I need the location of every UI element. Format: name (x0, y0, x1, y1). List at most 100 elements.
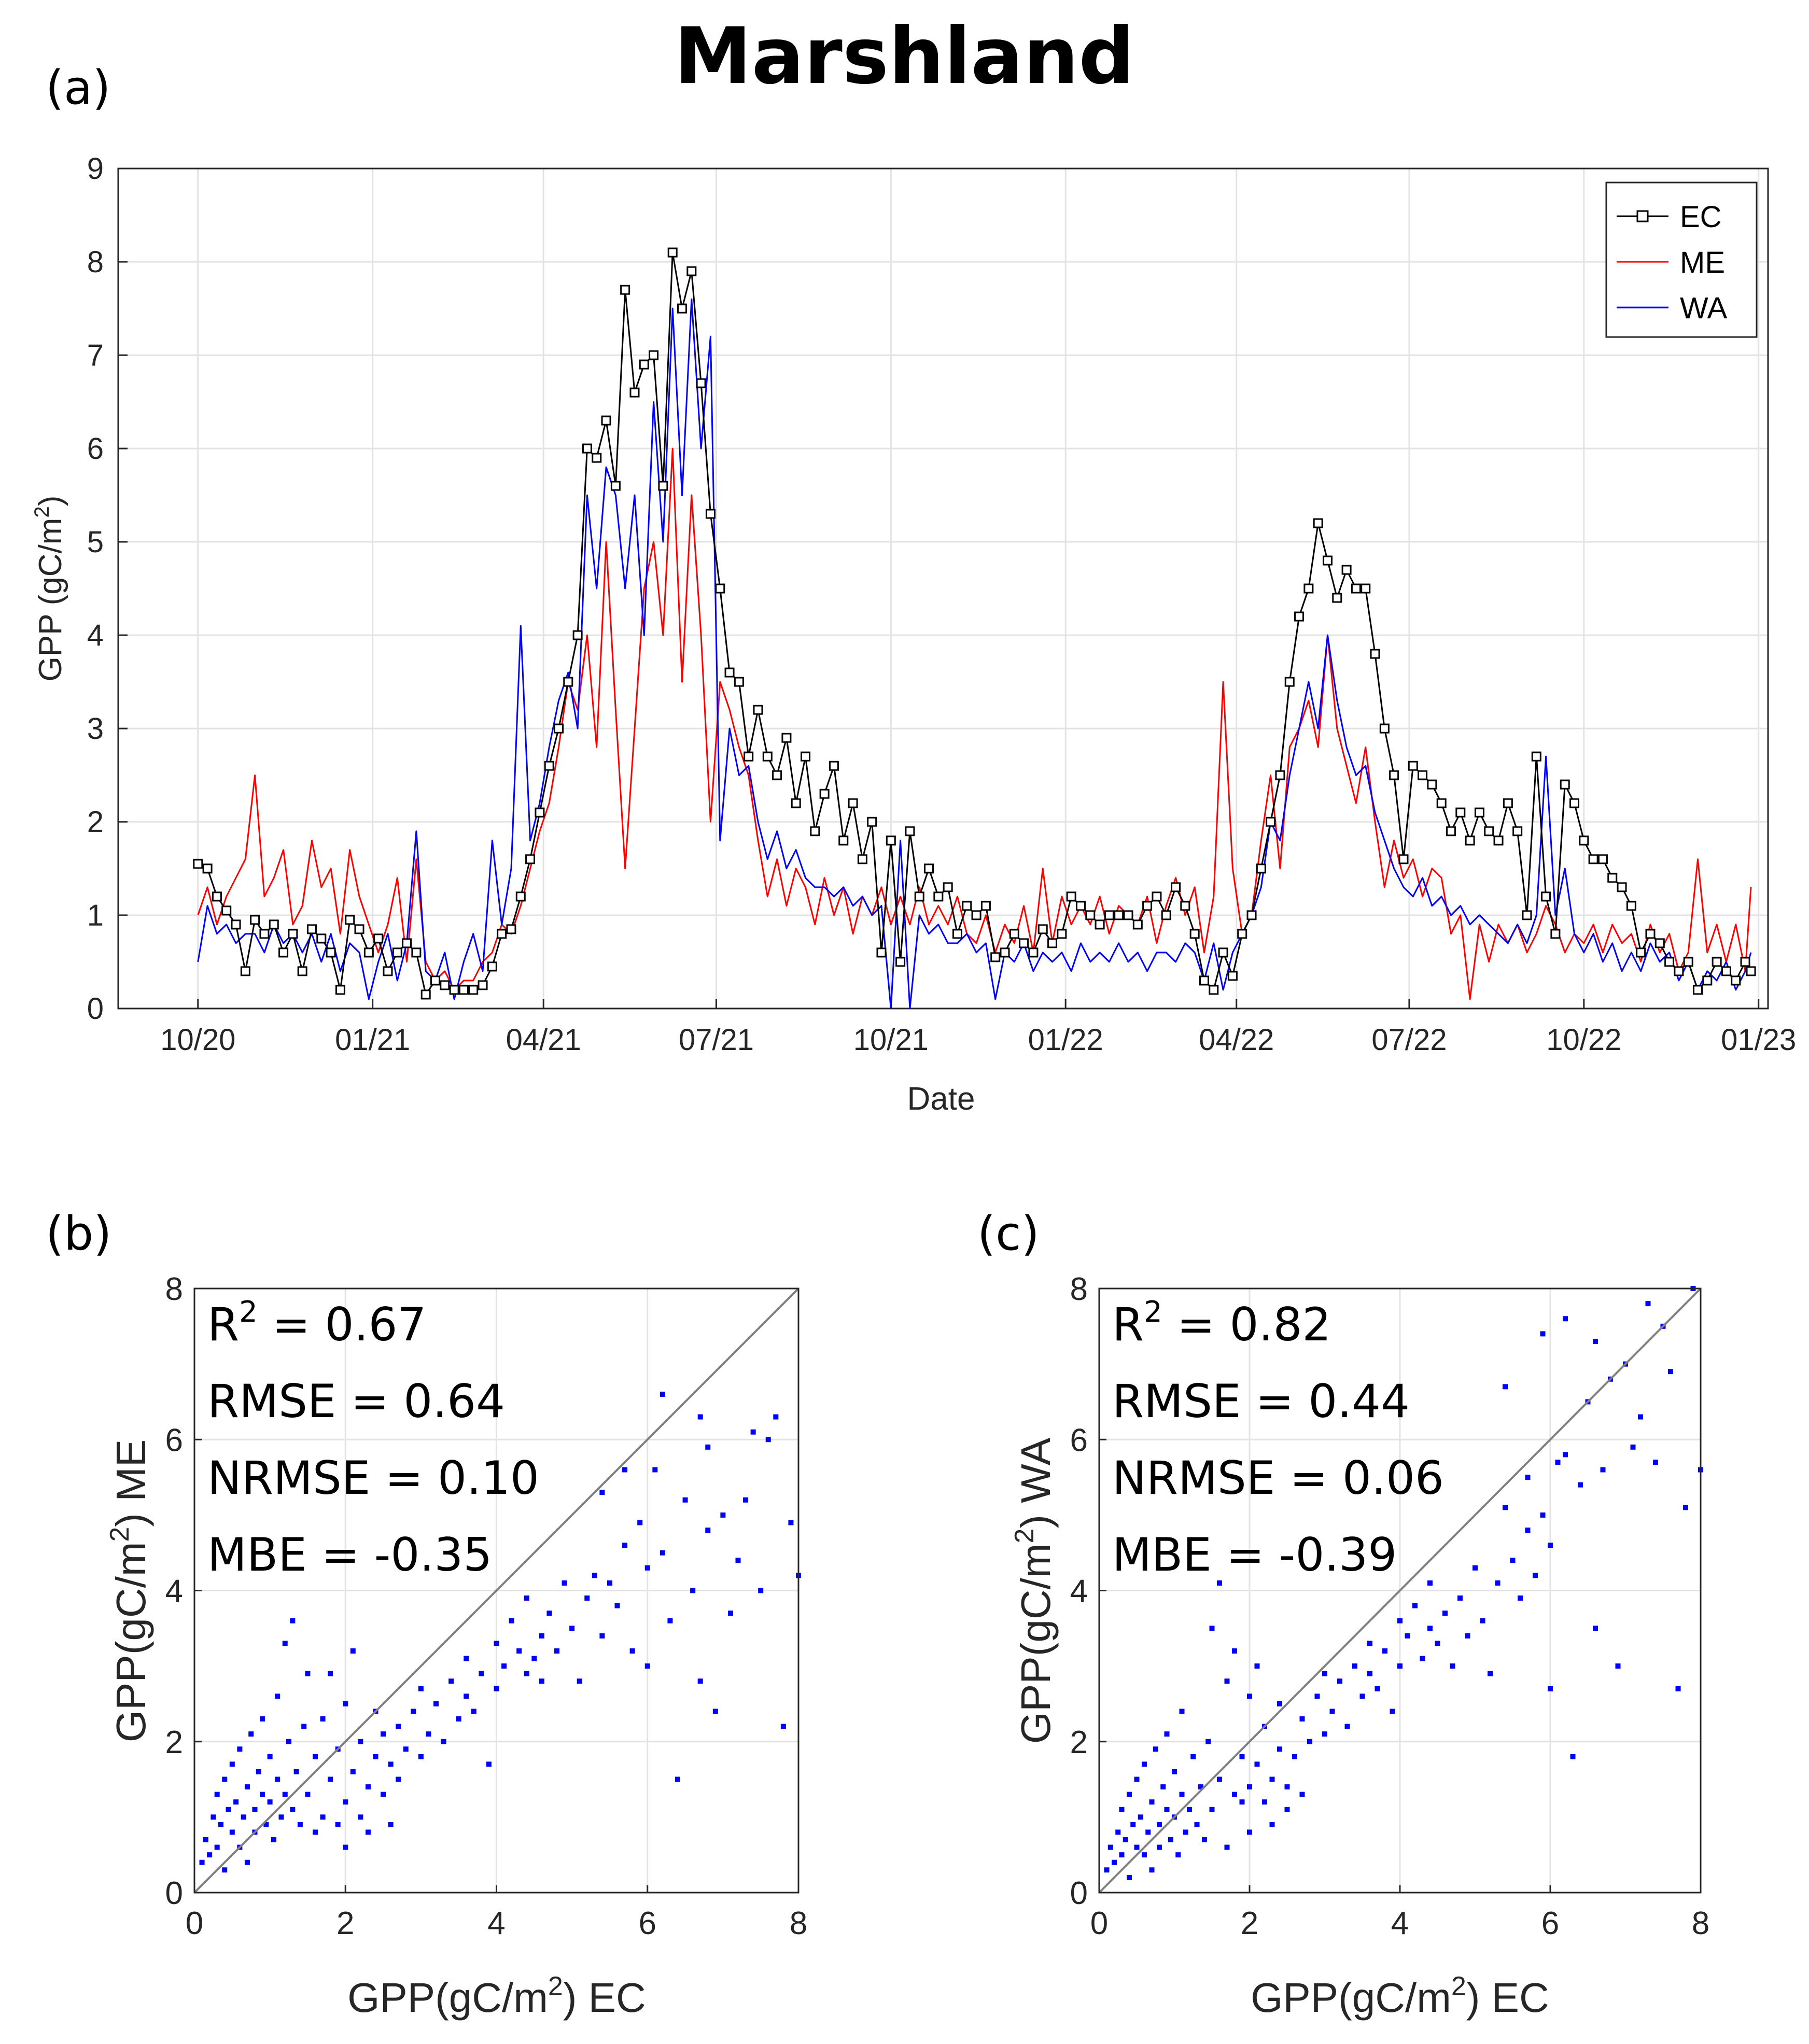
series-ec-marker (848, 798, 858, 808)
series-ec-marker (734, 677, 744, 687)
series-ec-marker (1398, 854, 1409, 864)
panel-c-point (1112, 1859, 1117, 1865)
panel-b-point (297, 1822, 303, 1827)
panel-c-point (1145, 1829, 1151, 1835)
panel-c-ytick-label: 8 (1070, 1271, 1088, 1307)
series-ec-marker (193, 859, 203, 869)
panel-a-ytick-label: 4 (87, 619, 104, 652)
series-ec-marker (895, 957, 906, 967)
panel-b-point (456, 1716, 461, 1722)
panel-a-legend: EC ME WA (1605, 181, 1758, 338)
series-ec-marker (1418, 770, 1428, 780)
panel-c-stat-sup: 2 (1144, 1295, 1162, 1329)
panel-b-point (328, 1671, 333, 1676)
panel-a-y-label-main: GPP (gC/m (33, 518, 68, 682)
series-ec-marker (1000, 947, 1010, 958)
series-ec-marker (506, 924, 516, 934)
series-ec-marker (933, 891, 944, 902)
panel-c-point (1202, 1837, 1207, 1843)
series-ec-marker (1427, 779, 1437, 790)
panel-b-point (199, 1859, 205, 1865)
panel-c-point (1179, 1791, 1185, 1797)
panel-b-stat-name: R (207, 1298, 239, 1351)
panel-b-point (479, 1671, 484, 1676)
panel-c-point (1269, 1776, 1275, 1782)
series-ec-marker (772, 770, 782, 780)
panel-c-point (1630, 1444, 1636, 1450)
panel-c-point (1104, 1867, 1110, 1873)
panel-a-timeseries: (a) 0 1 2 3 4 5 6 7 8 9 10/20 01/21 04/21 07/21 10/21… (31, 61, 1796, 1117)
series-ec-marker (468, 985, 479, 995)
series-ec-marker (402, 938, 412, 948)
series-ec-marker (250, 915, 260, 925)
legend-box (1605, 181, 1758, 338)
panel-b-point (644, 1663, 650, 1669)
panel-c-point (1645, 1301, 1651, 1307)
series-ec-marker (1446, 826, 1456, 836)
panel-c-point (1277, 1746, 1282, 1752)
series-ec-marker (1588, 854, 1598, 864)
panel-b-point (644, 1565, 650, 1571)
panel-a-xtick-label: 01/21 (335, 1023, 410, 1057)
panel-b-point (301, 1724, 307, 1729)
panel-c-point (1638, 1414, 1643, 1420)
panel-c-point (1119, 1852, 1125, 1858)
series-ec-marker (857, 854, 867, 864)
panel-b-point (773, 1414, 779, 1420)
panel-c-y-label-sup: 2 (1009, 1529, 1040, 1544)
panel-b-point (592, 1573, 597, 1578)
panel-b-point (622, 1543, 628, 1548)
panel-b-point (494, 1641, 499, 1646)
panel-c-point (1450, 1663, 1455, 1669)
series-ec-marker (269, 919, 279, 930)
panel-c-point (1405, 1633, 1410, 1639)
series-ec-marker (810, 826, 820, 836)
panel-c-xtick-label: 8 (1692, 1906, 1709, 1941)
panel-c-point (1563, 1452, 1568, 1458)
series-ec-marker (1436, 798, 1447, 808)
panel-b-point (697, 1414, 703, 1420)
panel-a-ytick-label: 5 (87, 525, 104, 559)
panel-c-point (1292, 1754, 1297, 1759)
panel-b-point (501, 1663, 507, 1669)
panel-c-point (1160, 1784, 1166, 1790)
series-ec-marker (1085, 910, 1096, 920)
panel-a-xtick-label: 04/21 (506, 1023, 581, 1057)
panel-b-point (229, 1829, 235, 1835)
series-ec-marker (515, 891, 526, 902)
series-ec-marker (288, 929, 298, 939)
panel-a-x-label: Date (907, 1081, 975, 1117)
panel-b-point (494, 1686, 499, 1691)
panel-c-point (1284, 1784, 1290, 1790)
panel-b-xtick-label: 2 (336, 1906, 354, 1941)
series-ec-marker (601, 415, 611, 426)
series-ec-marker (231, 919, 241, 930)
panel-c-point (1344, 1724, 1350, 1729)
panel-c-point (1359, 1693, 1365, 1699)
panel-b-point (637, 1520, 643, 1525)
panel-b-point (418, 1754, 424, 1759)
series-ec-marker (639, 359, 649, 370)
panel-c-stat-value: = -0.39 (1212, 1528, 1397, 1581)
series-ec-marker (1028, 947, 1039, 958)
panel-b-xtick-label: 4 (487, 1906, 505, 1941)
panel-b-point (282, 1641, 288, 1646)
panel-b-point (524, 1595, 529, 1601)
panel-b-point (712, 1709, 718, 1714)
panel-c-point (1149, 1867, 1155, 1873)
panel-c-xtick-label: 2 (1241, 1906, 1258, 1941)
panel-c-point (1427, 1580, 1433, 1586)
panel-b-point (629, 1648, 635, 1654)
series-ec-marker (335, 985, 345, 995)
panel-c-point (1194, 1822, 1200, 1827)
series-ec-marker (1702, 975, 1713, 986)
panel-a-ytick-label: 0 (87, 992, 104, 1026)
series-ec-marker (345, 915, 355, 925)
panel-b-point (780, 1724, 786, 1729)
series-ec-marker (1503, 798, 1513, 808)
series-ec-marker (326, 947, 336, 958)
panel-c-point (1578, 1482, 1583, 1488)
panel-c-label: (c) (977, 1207, 1040, 1261)
panel-b-point (305, 1671, 311, 1676)
panel-b-stat-mbe: MBE = -0.35 (207, 1528, 492, 1581)
